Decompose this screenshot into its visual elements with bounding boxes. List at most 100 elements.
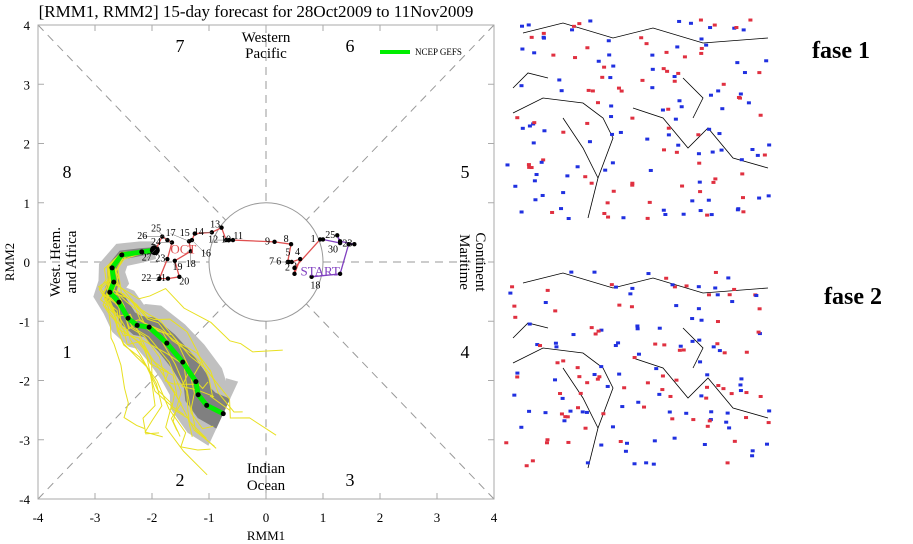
anomaly-dot (505, 163, 510, 167)
anomaly-dot (705, 424, 710, 428)
ensemble-mean-line (107, 247, 225, 416)
y-tick-label: -1 (19, 314, 30, 329)
forecast-point (119, 252, 125, 258)
observed-red-point (219, 225, 224, 230)
anomaly-dot (578, 391, 583, 395)
anomaly-dot (681, 212, 686, 216)
anomaly-dot (735, 208, 740, 212)
anomaly-dot (713, 177, 718, 181)
observed-purple-day-label: 18 (310, 281, 320, 292)
x-tick-label: 0 (263, 510, 270, 525)
phase-label-5: 5 (461, 162, 470, 182)
observed-red-day-label: 19 (172, 262, 182, 273)
anomaly-dot (599, 443, 604, 447)
forecast-point (111, 279, 117, 285)
observed-red-day-label: 24 (151, 237, 161, 248)
anomaly-dot (650, 53, 655, 57)
anomaly-dot (736, 95, 741, 99)
anomaly-dot (570, 28, 575, 32)
anomaly-dot (677, 19, 682, 23)
anomaly-dot (702, 442, 707, 446)
anomaly-dot (529, 35, 534, 39)
anomaly-dot (738, 389, 743, 393)
observed-red-day-label: 18 (186, 259, 196, 270)
observed-purple-point (337, 271, 343, 277)
y-axis-label: RMM2 (2, 243, 17, 281)
anomaly-dot (553, 341, 558, 345)
anomaly-dot (713, 270, 718, 274)
observed-red-day-label: 6 (276, 257, 281, 268)
observed-red-day-label: 25 (151, 223, 161, 234)
anomaly-dot (569, 270, 574, 274)
observed-red-day-label: 1 (311, 234, 316, 245)
anomaly-dot (729, 392, 734, 396)
label-leader-line (170, 233, 190, 242)
anomaly-dot (706, 198, 711, 202)
anomaly-dot (630, 183, 635, 187)
forecast-point (134, 322, 140, 328)
anomaly-dot (515, 371, 520, 375)
anomaly-dot (519, 425, 524, 429)
anomaly-dot (630, 116, 635, 120)
region-label-top: Pacific (245, 46, 287, 62)
anomaly-dot (583, 426, 588, 430)
anomaly-dot (739, 377, 744, 381)
anomaly-dot (632, 356, 637, 360)
anomaly-dot (540, 193, 545, 197)
anomaly-dot (664, 50, 669, 54)
forecast-point (180, 359, 186, 365)
observed-red-day-label: 9 (265, 236, 270, 247)
observed-red-day-label: 2 (285, 262, 290, 273)
anomaly-dot (593, 332, 598, 336)
anomaly-dot (592, 270, 597, 274)
anomaly-dot (554, 345, 559, 349)
anomaly-dot (571, 333, 576, 337)
y-tick-label: -3 (19, 433, 30, 448)
anomaly-dot (717, 132, 722, 136)
anomaly-dot (616, 341, 621, 345)
anomaly-dot (542, 129, 547, 133)
anomaly-dot (684, 284, 689, 288)
anomaly-dot (650, 67, 655, 71)
observed-red-day-label: 5 (285, 247, 290, 258)
anomaly-dot (520, 24, 525, 28)
anomaly-dot (750, 454, 755, 458)
anomaly-dot (566, 440, 571, 444)
anomaly-dot (589, 181, 594, 185)
anomaly-dot (730, 300, 735, 304)
anomaly-dot (621, 216, 626, 220)
anomaly-dot (652, 439, 657, 443)
anomaly-dot (515, 116, 520, 120)
anomaly-dot (739, 158, 744, 162)
anomaly-dot (705, 373, 710, 377)
anomaly-dot (716, 89, 721, 93)
anomaly-dot (727, 293, 732, 297)
x-tick-label: -2 (147, 510, 158, 525)
region-label-right: Maritime (456, 234, 472, 290)
anomaly-dot (544, 441, 549, 445)
anomaly-dot (670, 417, 675, 421)
anomaly-dot (679, 105, 684, 109)
anomaly-dot (530, 459, 535, 463)
region-label-left: and Africa (64, 230, 80, 293)
anomaly-dot (688, 21, 693, 25)
anomaly-dot (660, 108, 665, 112)
anomaly-dot (676, 71, 681, 75)
observed-red-day-label: 12 (208, 235, 218, 246)
observed-red-point (298, 256, 303, 262)
anomaly-dot (538, 344, 543, 348)
anomaly-dot (764, 442, 769, 446)
observed-red-point (172, 258, 177, 264)
anomaly-dot (644, 42, 649, 46)
anomaly-dot (600, 75, 605, 79)
observed-red-point (292, 271, 297, 277)
anomaly-dot (647, 200, 652, 204)
anomaly-dot (609, 283, 614, 287)
anomaly-dot (557, 78, 562, 82)
anomaly-dot (504, 441, 509, 445)
anomaly-dot (742, 71, 747, 75)
anomaly-dot (709, 410, 714, 414)
anomaly-dot (709, 213, 714, 217)
anomaly-dot (754, 294, 759, 298)
